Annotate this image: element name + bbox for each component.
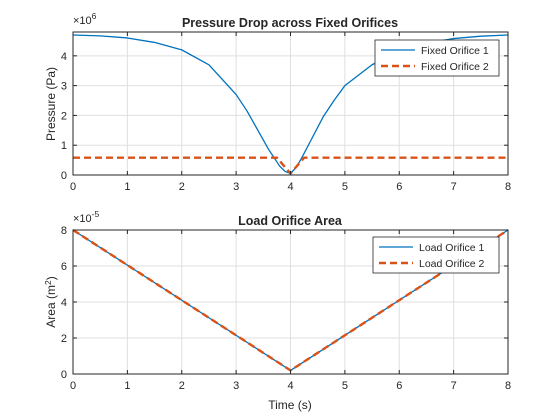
area-legend-label-2: Load Orifice 2: [419, 258, 485, 270]
area-y-axis-label: Area (m2): [43, 276, 58, 327]
area-y-tick-label: 0: [61, 369, 67, 381]
pressure-y-tick-label: 1: [61, 140, 67, 152]
area-ticks: 0 1 2 3 4 5 6 7 8 0 2 4 6 8: [61, 225, 511, 392]
pressure-exponent-base: ×10: [73, 15, 92, 27]
area-y-tick-label: 6: [61, 261, 67, 273]
area-x-tick-label: 3: [233, 380, 239, 392]
pressure-x-tick-label: 8: [505, 181, 511, 193]
pressure-x-tick-label: 4: [287, 181, 293, 193]
area-x-tick-label: 4: [287, 380, 293, 392]
area-legend: Load Orifice 1 Load Orifice 2: [372, 236, 500, 274]
area-y-exponent: ×10-5: [73, 209, 100, 225]
pressure-x-tick-label: 1: [124, 181, 130, 193]
pressure-legend-label-2: Fixed Orifice 2: [421, 61, 489, 73]
area-x-tick-label: 2: [179, 380, 185, 392]
pressure-y-tick-label: 2: [61, 110, 67, 122]
pressure-y-tick-label: 3: [61, 81, 67, 93]
pressure-ticks: 0 1 2 3 4 5 6 7 8 0 1 2 3 4: [61, 32, 511, 193]
pressure-x-tick-label: 7: [451, 181, 457, 193]
pressure-x-tick-label: 3: [233, 181, 239, 193]
pressure-x-tick-label: 6: [396, 181, 402, 193]
pressure-x-tick-label: 0: [70, 181, 76, 193]
pressure-x-tick-label: 5: [342, 181, 348, 193]
area-y-label-main: Area (m: [44, 285, 58, 328]
pressure-legend: Fixed Orifice 1 Fixed Orifice 2: [374, 39, 500, 77]
area-y-tick-label: 4: [61, 297, 67, 309]
area-x-axis-label: Time (s): [268, 398, 312, 412]
pressure-y-exponent: ×106: [73, 11, 97, 27]
area-x-tick-label: 1: [124, 380, 130, 392]
pressure-y-tick-label: 4: [61, 51, 67, 63]
area-exponent-base: ×10: [73, 213, 92, 225]
area-x-tick-label: 0: [70, 380, 76, 392]
pressure-y-tick-label: 0: [61, 170, 67, 182]
area-legend-label-1: Load Orifice 1: [419, 242, 485, 254]
area-x-tick-label: 7: [451, 380, 457, 392]
pressure-axes: 0 1 2 3 4 5 6 7 8 0 1 2 3 4 Pressure Drop across Fixe…: [44, 11, 511, 193]
area-x-tick-label: 5: [342, 380, 348, 392]
area-y-tick-label: 2: [61, 333, 67, 345]
pressure-legend-label-1: Fixed Orifice 1: [421, 45, 489, 57]
pressure-chart-title: Pressure Drop across Fixed Orifices: [182, 16, 398, 30]
area-y-label-sup: 2: [43, 280, 53, 285]
pressure-y-axis-label: Pressure (Pa): [44, 67, 58, 141]
pressure-exponent-power: 6: [92, 11, 97, 21]
area-chart-title: Load Orifice Area: [238, 214, 343, 228]
area-x-tick-label: 6: [396, 380, 402, 392]
area-x-tick-label: 8: [505, 380, 511, 392]
pressure-legend-box: [374, 39, 500, 77]
pressure-x-tick-label: 2: [179, 181, 185, 193]
area-axes: 0 1 2 3 4 5 6 7 8 0 2 4 6 8 Load Orifice Area Area (m…: [43, 209, 511, 412]
area-y-tick-label: 8: [61, 225, 67, 237]
area-y-label-end: ): [44, 276, 58, 280]
area-legend-box: [372, 236, 500, 274]
area-exponent-power: -5: [92, 209, 100, 219]
